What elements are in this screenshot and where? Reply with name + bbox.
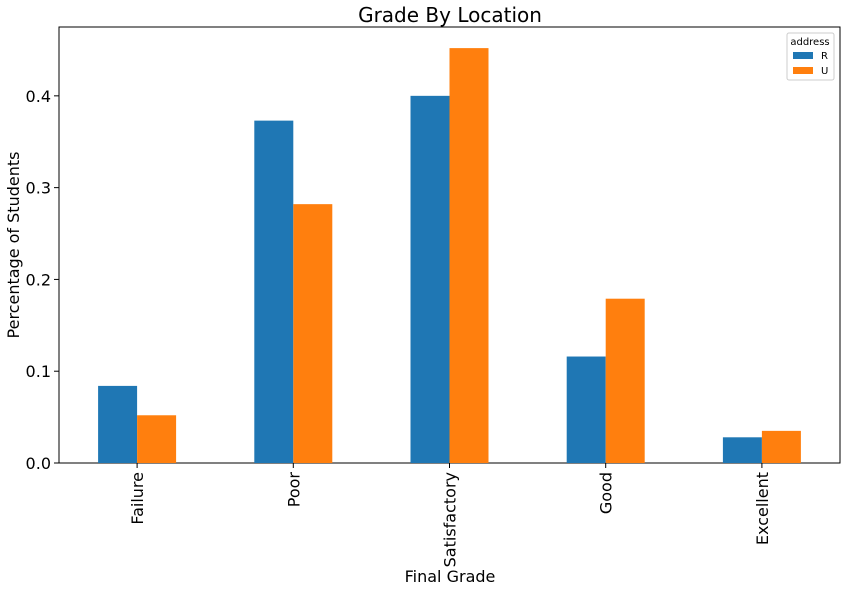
x-tick-label: Failure (128, 472, 147, 525)
legend-title: address (790, 37, 829, 48)
bar-r-satisfactory (410, 95, 450, 463)
chart-title: Grade By Location (358, 3, 542, 27)
y-axis-title: Percentage of Students (4, 152, 23, 339)
y-tick-label: 0.4 (26, 87, 51, 106)
legend-label-r: R (821, 51, 828, 62)
x-axis-title: Final Grade (405, 567, 496, 586)
bar-r-good (566, 356, 606, 463)
y-axis-ticks: 0.0 0.1 0.2 0.3 0.4 (26, 87, 59, 473)
x-tick-label: Excellent (753, 472, 772, 545)
x-tick-label: Good (597, 472, 616, 514)
x-tick-label: Satisfactory (441, 472, 460, 567)
bars-layer (98, 48, 801, 464)
bar-u-good (605, 298, 645, 463)
bar-r-excellent (722, 437, 762, 463)
y-tick-label: 0.2 (26, 270, 51, 289)
legend-swatch-r (793, 52, 813, 59)
legend-label-u: U (821, 66, 828, 77)
y-tick-label: 0.3 (26, 179, 51, 198)
bar-u-satisfactory (449, 48, 489, 464)
bar-u-poor (293, 204, 333, 463)
legend-swatch-u (793, 67, 813, 74)
legend-entries: RU (793, 51, 828, 77)
bar-r-poor (254, 120, 294, 464)
bar-r-failure (98, 385, 138, 463)
legend: address RU (786, 32, 835, 81)
bar-u-excellent (761, 430, 801, 463)
x-tick-label: Poor (284, 472, 303, 508)
y-tick-label: 0.0 (26, 454, 51, 473)
y-tick-label: 0.1 (26, 362, 51, 381)
x-axis-ticks: Failure Poor Satisfactory Good Excellent (128, 463, 772, 567)
bar-u-failure (137, 415, 177, 463)
